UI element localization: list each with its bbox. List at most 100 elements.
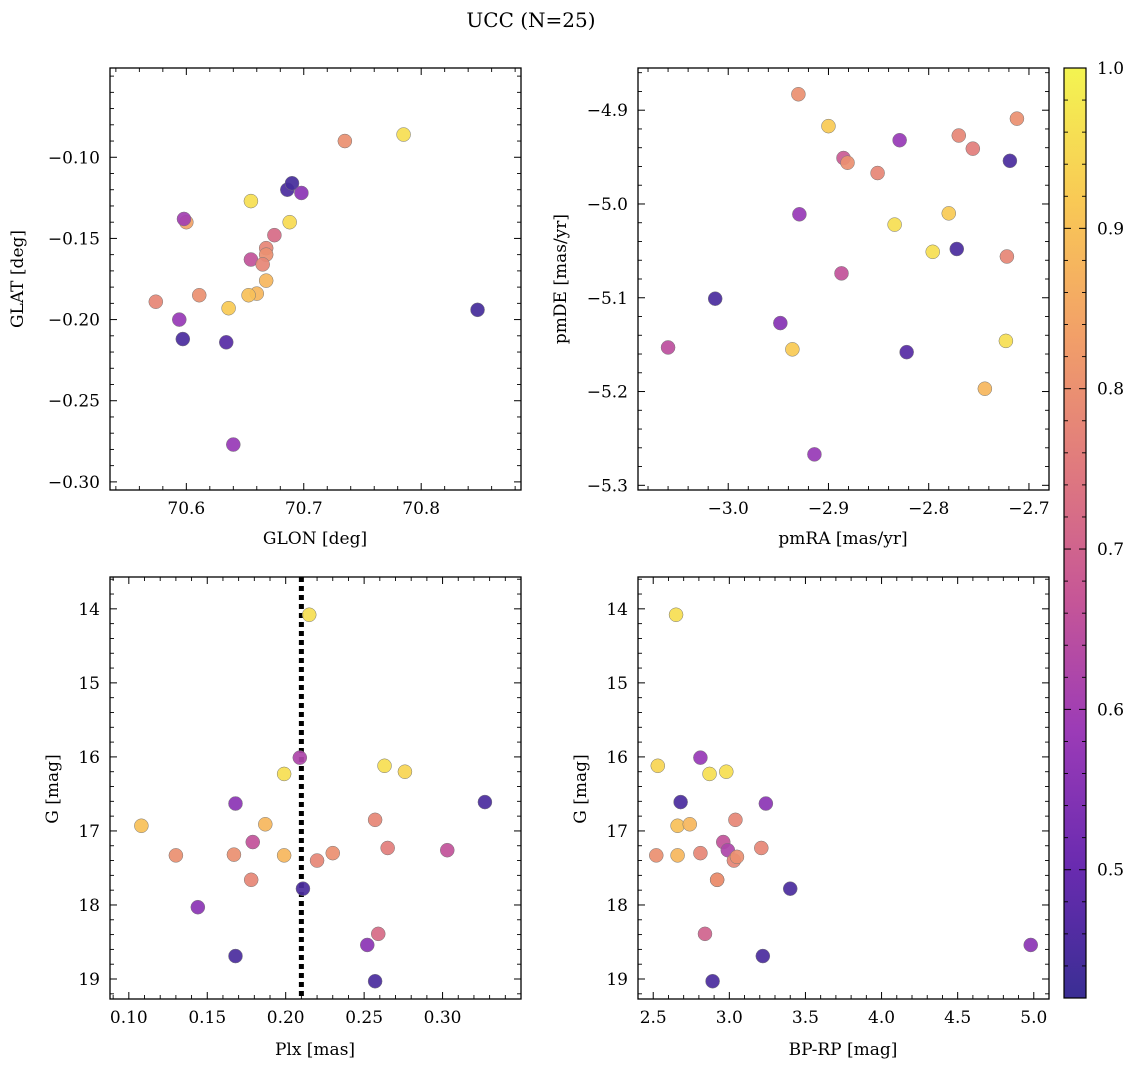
axes-frame bbox=[637, 576, 1050, 1000]
scatter-point bbox=[941, 206, 957, 221]
scatter-point bbox=[834, 266, 849, 281]
scatter-point bbox=[245, 834, 261, 850]
ylabel-glat: GLAT [deg] bbox=[8, 230, 28, 328]
scatter-point bbox=[693, 750, 708, 765]
axes-frame bbox=[109, 67, 522, 491]
scatter-point bbox=[1009, 111, 1025, 126]
y-tick-label: −0.10 bbox=[48, 148, 100, 168]
scatter-point bbox=[791, 87, 806, 102]
y-tick-label: 14 bbox=[78, 600, 100, 620]
scatter-point bbox=[276, 848, 292, 863]
y-tick-label: −4.9 bbox=[587, 101, 628, 121]
scatter-point bbox=[925, 244, 940, 260]
x-tick-label: 0.20 bbox=[267, 1008, 305, 1028]
y-tick-label: −0.20 bbox=[48, 311, 100, 331]
x-tick-label: 0.15 bbox=[188, 1008, 226, 1028]
scatter-point bbox=[755, 948, 771, 964]
scatter-point bbox=[998, 333, 1014, 349]
scatter-point bbox=[773, 315, 788, 331]
x-tick-label: −2.7 bbox=[1008, 499, 1049, 519]
scatter-point bbox=[807, 447, 822, 462]
scatter-point bbox=[282, 214, 297, 230]
scatter-point bbox=[650, 758, 666, 774]
scatter-point bbox=[965, 141, 981, 156]
scatter-point bbox=[660, 340, 676, 355]
scatter-point bbox=[148, 294, 164, 309]
colorbar-tick-label: 0.8 bbox=[1097, 380, 1124, 400]
scatter-point bbox=[999, 249, 1015, 264]
x-tick-label: 0.30 bbox=[424, 1008, 462, 1028]
y-tick-label: 19 bbox=[606, 970, 628, 990]
y-tick-label: −0.30 bbox=[48, 473, 100, 493]
scatter-point bbox=[370, 926, 386, 942]
scatter-point bbox=[792, 207, 807, 222]
scatter-point bbox=[728, 812, 743, 828]
scatter-point bbox=[477, 794, 493, 810]
scatter-point bbox=[754, 840, 769, 856]
x-tick-label: 5.0 bbox=[1020, 1008, 1047, 1028]
scatter-point bbox=[258, 273, 274, 288]
y-tick-label: −0.25 bbox=[48, 392, 100, 412]
scatter-point bbox=[840, 155, 855, 170]
y-tick-label: −5.1 bbox=[587, 289, 628, 309]
scatter-point bbox=[226, 847, 242, 862]
y-tick-label: 19 bbox=[78, 970, 100, 990]
scatter-point bbox=[292, 750, 308, 765]
scatter-point bbox=[190, 899, 206, 915]
xlabel-plx: Plx [mas] bbox=[275, 1040, 355, 1060]
scatter-point bbox=[440, 842, 455, 858]
scatter-point bbox=[325, 845, 341, 861]
scatter-point bbox=[470, 302, 485, 318]
scatter-point bbox=[705, 973, 720, 989]
scatter-point bbox=[309, 853, 325, 868]
scatter-point bbox=[367, 973, 383, 989]
x-tick-label: 3.0 bbox=[716, 1008, 743, 1028]
scatter-point bbox=[301, 607, 317, 623]
scatter-point bbox=[276, 766, 292, 782]
scatter-point bbox=[887, 217, 902, 232]
figure-title: UCC (N=25) bbox=[466, 8, 595, 32]
y-tick-label: −5.2 bbox=[587, 383, 628, 403]
y-tick-label: −5.0 bbox=[587, 195, 628, 215]
x-tick-label: 3.5 bbox=[792, 1008, 819, 1028]
ylabel-pmde: pmDE [mas/yr] bbox=[551, 214, 571, 344]
scatter-point bbox=[782, 881, 798, 896]
x-tick-label: 4.5 bbox=[944, 1008, 971, 1028]
scatter-point bbox=[219, 335, 234, 350]
y-tick-label: 17 bbox=[78, 822, 100, 842]
scatter-point bbox=[337, 133, 353, 149]
x-tick-label: 2.5 bbox=[640, 1008, 667, 1028]
scatter-point bbox=[284, 175, 300, 191]
axes-frame bbox=[637, 67, 1050, 491]
y-tick-label: 18 bbox=[78, 896, 100, 916]
colorbar-tick-label: 0.7 bbox=[1097, 540, 1124, 560]
scatter-point bbox=[673, 794, 688, 810]
colorbar-tick-label: 0.6 bbox=[1097, 700, 1124, 720]
scatter-point bbox=[380, 840, 395, 856]
scatter-point bbox=[255, 257, 270, 272]
x-tick-label: 0.25 bbox=[345, 1008, 383, 1028]
scatter-point bbox=[1002, 153, 1018, 169]
scatter-point bbox=[176, 211, 192, 227]
scatter-point bbox=[396, 127, 411, 142]
x-tick-label: −3.0 bbox=[708, 499, 749, 519]
scatter-point bbox=[693, 845, 708, 861]
y-tick-label: 16 bbox=[606, 748, 628, 768]
scatter-point bbox=[670, 848, 685, 863]
scatter-point bbox=[191, 287, 207, 303]
scatter-point bbox=[719, 764, 734, 779]
scatter-point bbox=[172, 312, 187, 327]
y-tick-label: −5.3 bbox=[587, 476, 628, 496]
panel-plx-gmag: 0.10 0.15 0.20 0.25 0.30 14 15 16 17 18 19 bbox=[78, 576, 522, 1028]
y-tick-label: 17 bbox=[606, 822, 628, 842]
scatter-point bbox=[1023, 937, 1038, 953]
scatter-point bbox=[899, 344, 914, 360]
scatter-point bbox=[821, 118, 836, 134]
scatter-point bbox=[670, 818, 685, 834]
panel-pmra-pmde: −3.0 −2.9 −2.8 −2.7 −5.3 −5.2 −5.1 −5.0 −4.9 bbox=[587, 67, 1050, 519]
xlabel-pmra: pmRA [mas/yr] bbox=[778, 529, 907, 549]
scatter-point bbox=[360, 937, 375, 953]
scatter-point bbox=[729, 849, 745, 865]
xlabel-bprp: BP-RP [mag] bbox=[789, 1040, 898, 1060]
